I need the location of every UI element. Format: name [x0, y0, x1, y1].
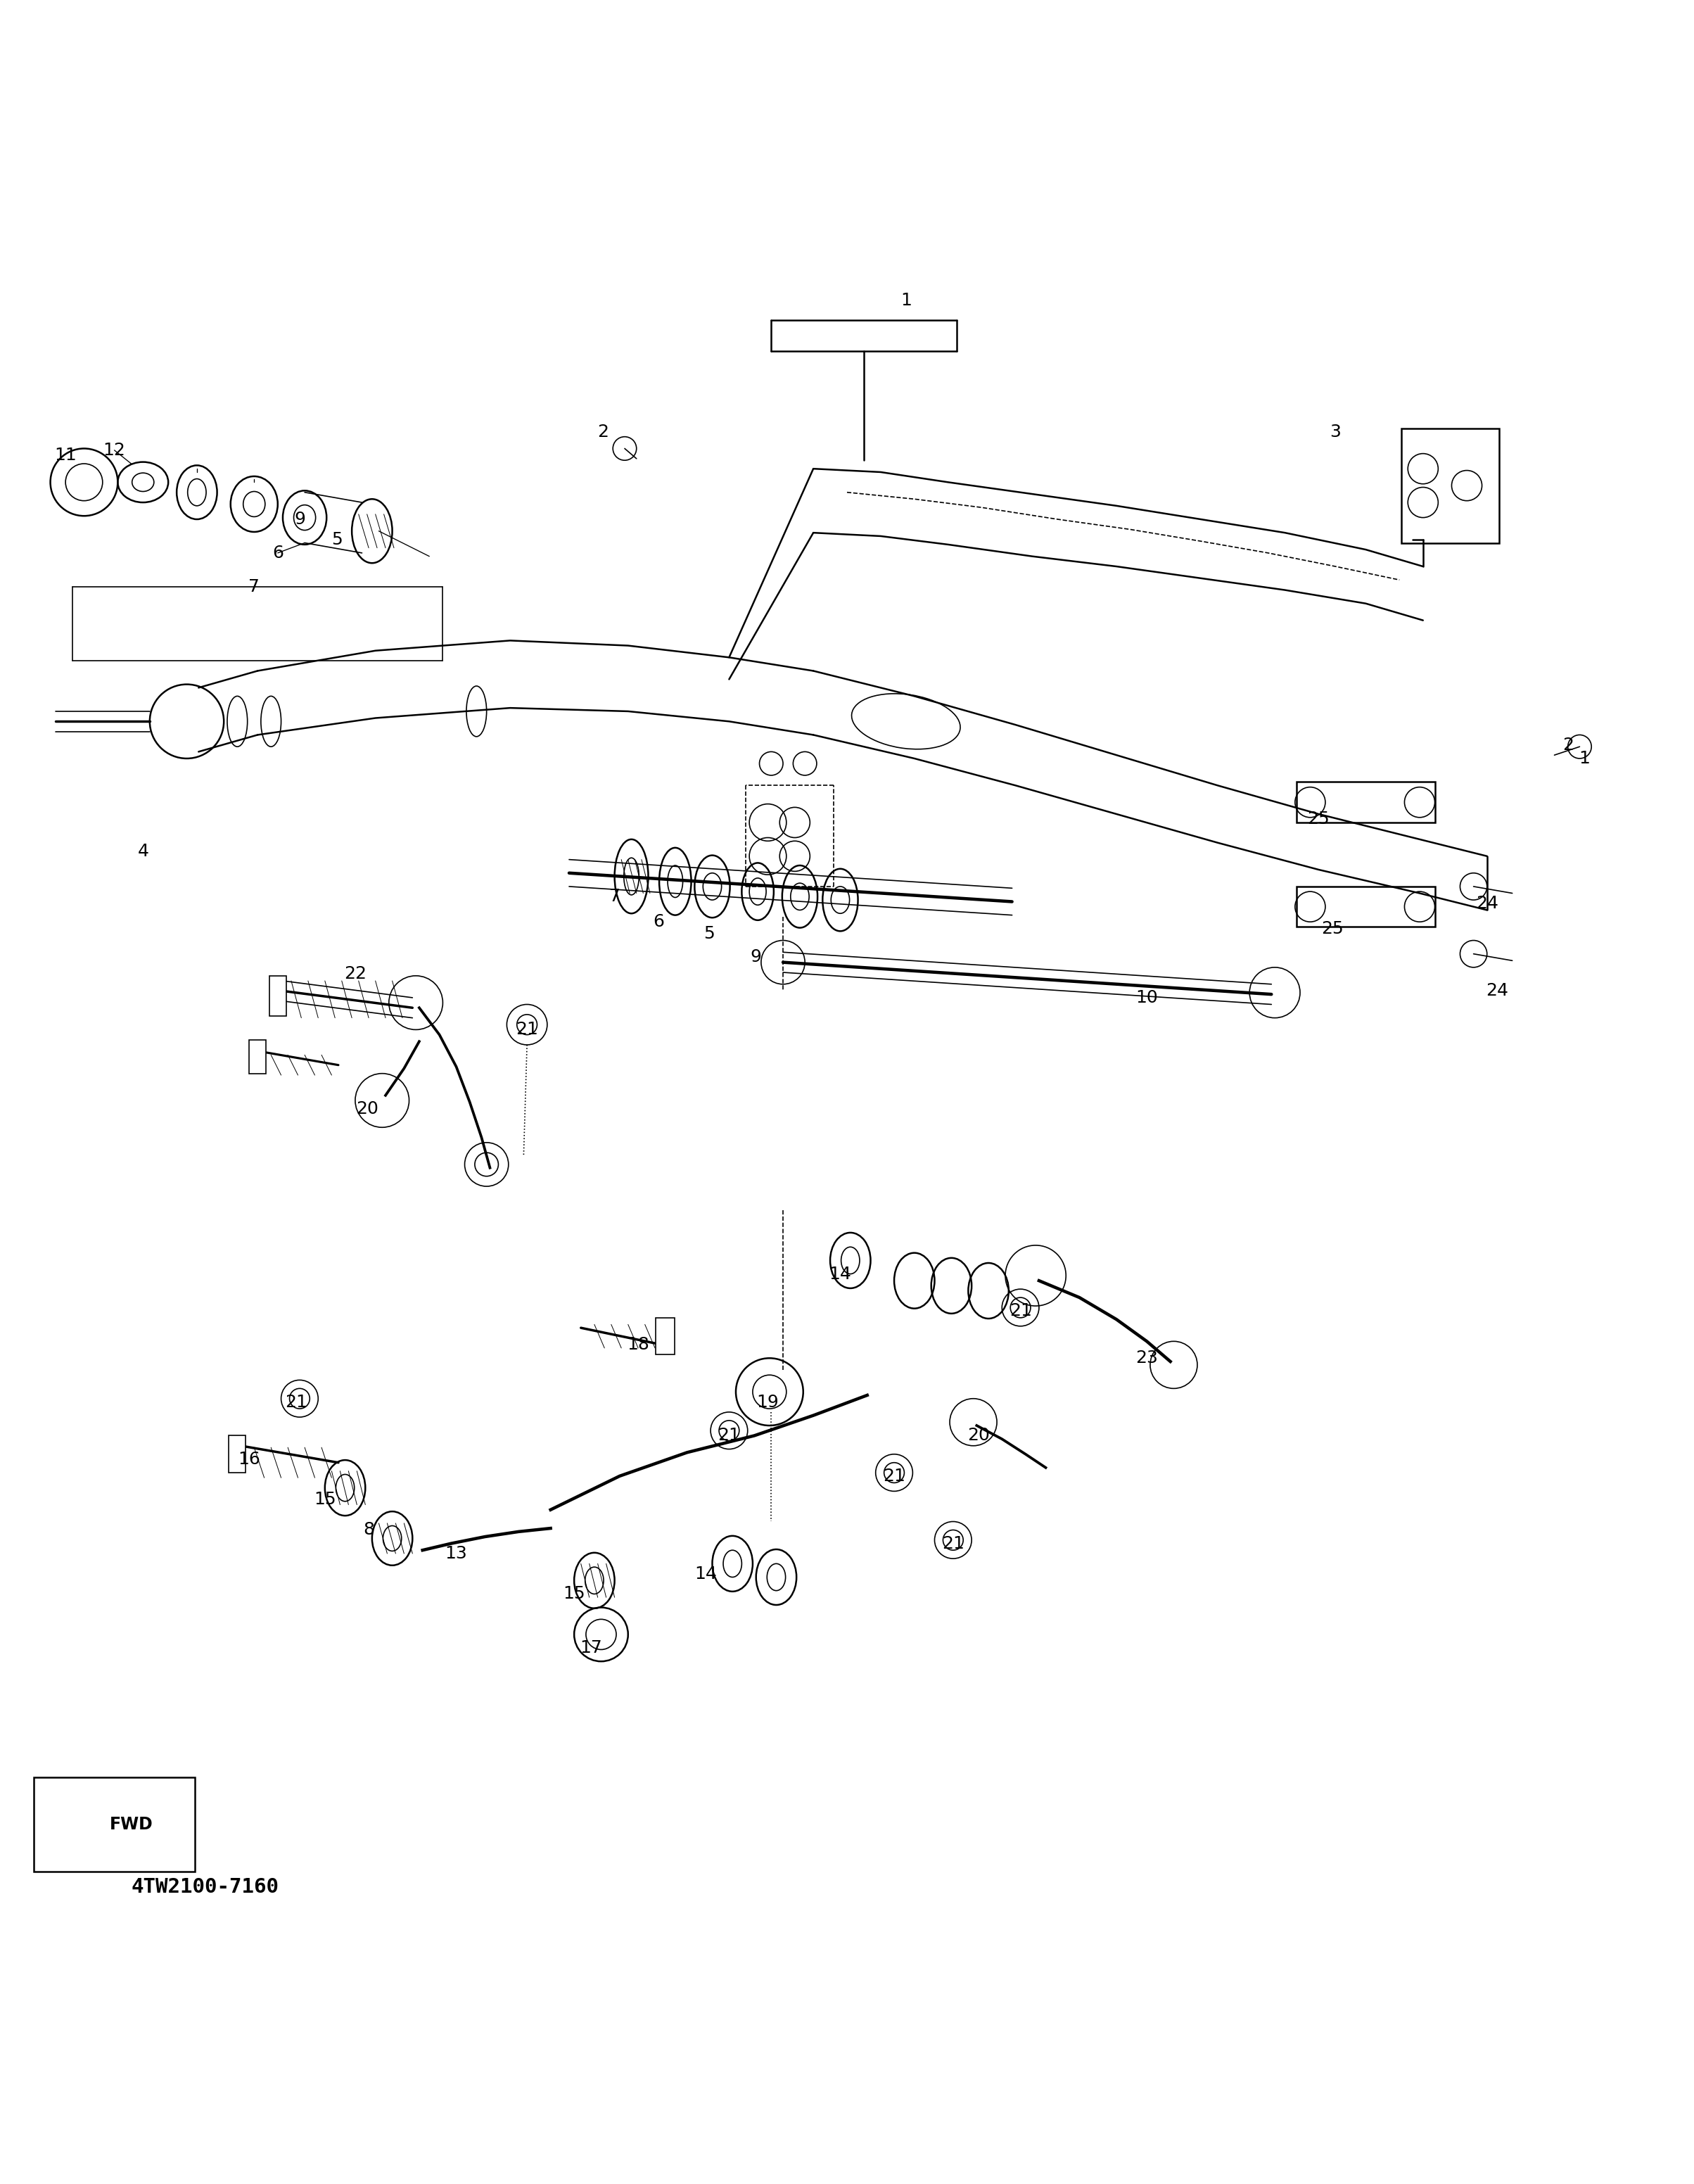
Text: 15: 15 — [313, 1492, 335, 1509]
Text: FWD: FWD — [110, 1817, 152, 1832]
Bar — [1296, 782, 1435, 823]
Text: 22: 22 — [344, 965, 366, 983]
Text: 21: 21 — [515, 1022, 539, 1037]
Text: 24: 24 — [1486, 983, 1508, 1000]
Text: 19: 19 — [757, 1393, 779, 1411]
Text: 7: 7 — [249, 579, 259, 594]
Text: 1: 1 — [1579, 749, 1591, 767]
Text: 23: 23 — [1135, 1350, 1159, 1367]
Bar — [1401, 428, 1499, 544]
Text: 20: 20 — [356, 1101, 378, 1118]
Text: 14: 14 — [828, 1265, 852, 1282]
Text: 5: 5 — [703, 926, 715, 941]
Text: 25: 25 — [1321, 919, 1343, 937]
Text: 21: 21 — [883, 1468, 905, 1485]
Bar — [656, 1317, 674, 1354]
Text: 1: 1 — [901, 293, 911, 308]
Bar — [229, 1435, 246, 1472]
Text: 12: 12 — [103, 441, 125, 459]
Text: 16: 16 — [237, 1450, 261, 1468]
Text: 14: 14 — [695, 1566, 717, 1581]
Text: 24: 24 — [1475, 895, 1497, 911]
Text: 6: 6 — [652, 913, 664, 930]
Text: 8: 8 — [363, 1522, 374, 1538]
Text: 7: 7 — [608, 889, 620, 904]
Text: 21: 21 — [942, 1535, 964, 1553]
Text: 9: 9 — [750, 948, 762, 965]
Text: 18: 18 — [627, 1337, 649, 1354]
Text: 13: 13 — [446, 1544, 468, 1562]
Text: 21: 21 — [1010, 1302, 1032, 1319]
Text: 25: 25 — [1308, 810, 1330, 828]
Text: 21: 21 — [718, 1426, 740, 1444]
Text: 4: 4 — [137, 843, 149, 860]
FancyBboxPatch shape — [34, 1778, 195, 1872]
Text: 2: 2 — [598, 424, 608, 441]
Text: 5: 5 — [330, 531, 342, 548]
Text: 20: 20 — [967, 1426, 989, 1444]
Text: 17: 17 — [579, 1640, 601, 1655]
Text: 9: 9 — [295, 511, 305, 529]
Bar — [249, 1040, 266, 1075]
Text: 3: 3 — [1330, 424, 1342, 441]
Text: 21: 21 — [285, 1393, 308, 1411]
Text: 15: 15 — [562, 1586, 586, 1603]
Text: 10: 10 — [1135, 989, 1159, 1007]
Text: 4TW2100-7160: 4TW2100-7160 — [130, 1878, 280, 1898]
Text: 2: 2 — [1562, 736, 1574, 753]
Text: 11: 11 — [54, 448, 76, 463]
Text: 6: 6 — [273, 544, 283, 561]
Bar — [269, 976, 286, 1016]
Bar — [1296, 887, 1435, 926]
Circle shape — [51, 448, 117, 515]
